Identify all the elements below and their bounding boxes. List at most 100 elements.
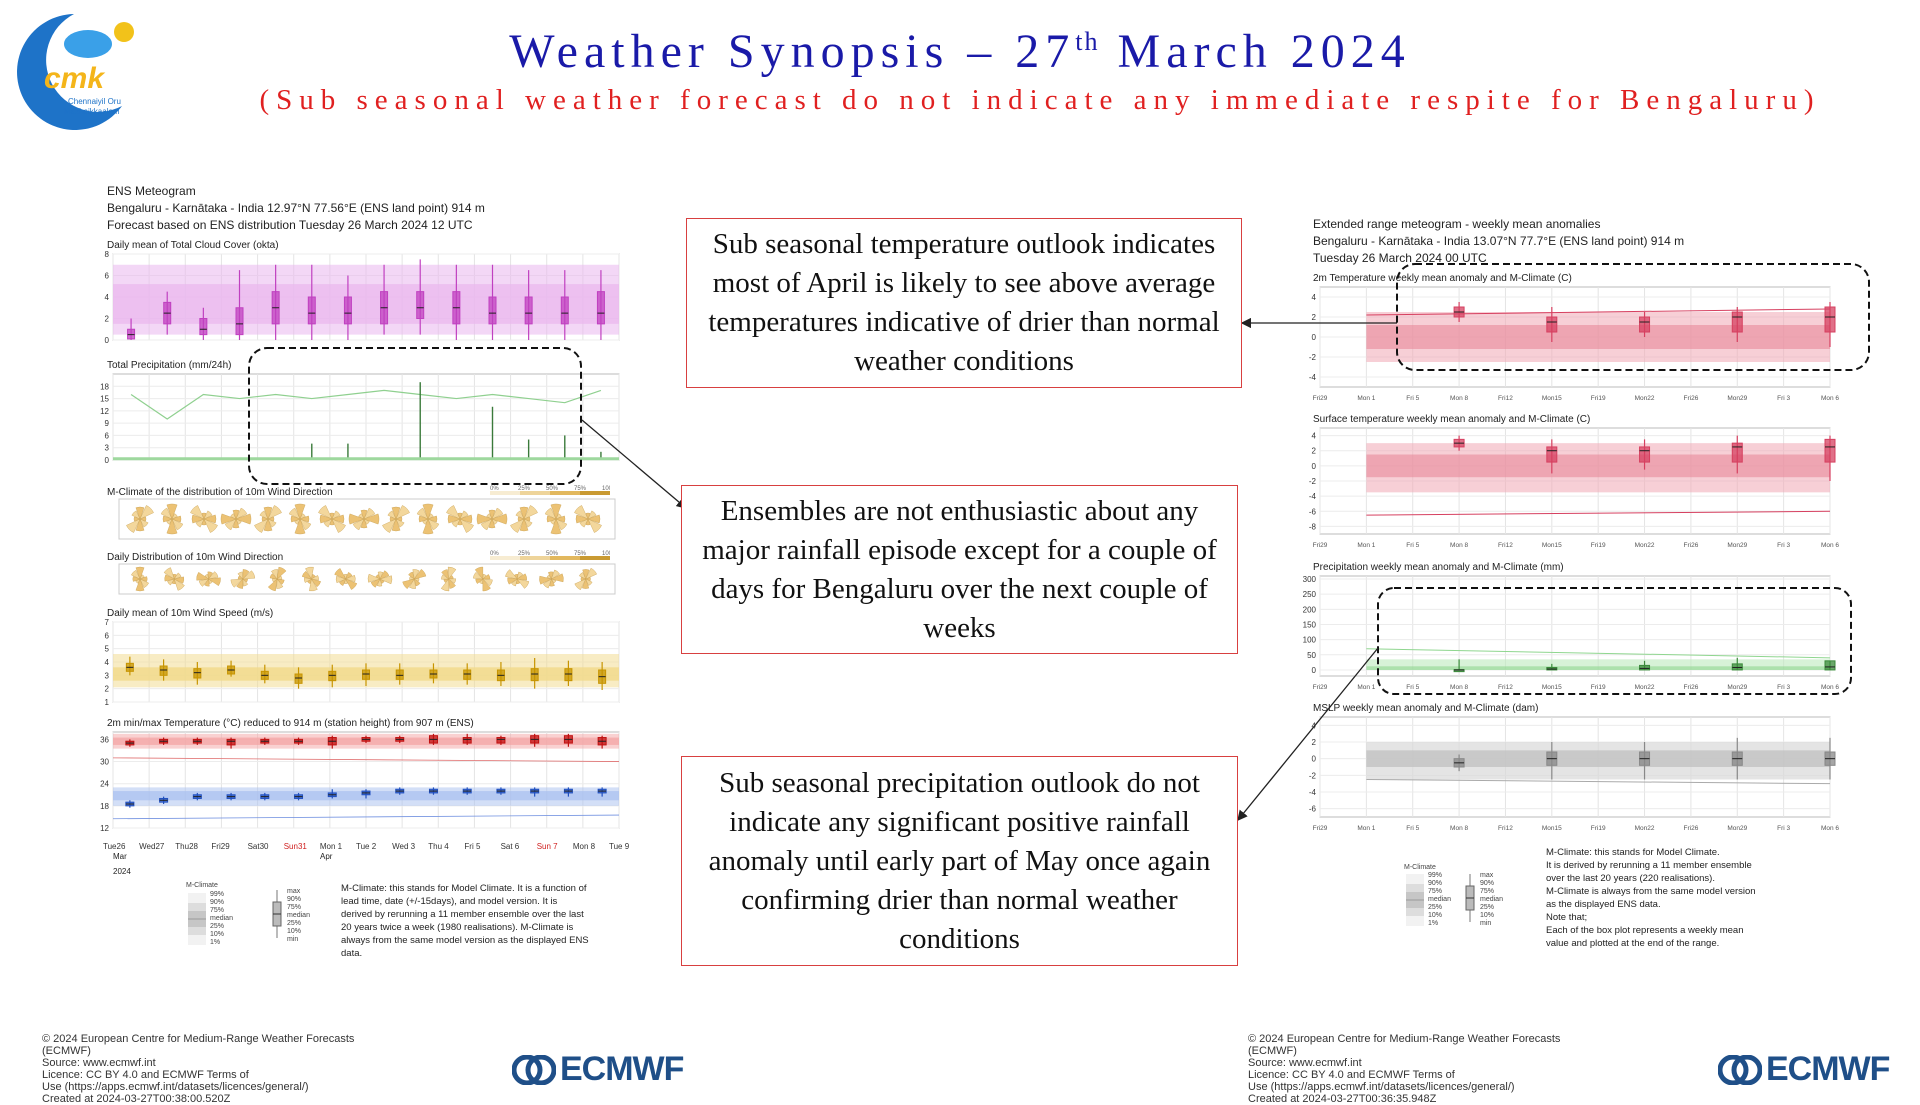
wind-rose-icon bbox=[163, 567, 185, 591]
svg-text:cmk: cmk bbox=[44, 62, 105, 95]
date-tick-label: Mon 8 bbox=[572, 842, 596, 851]
y-tick-label: 2 bbox=[105, 685, 110, 694]
footer-line: Licence: CC BY 4.0 and ECMWF Terms of bbox=[42, 1069, 249, 1081]
left-meta-line2: Bengaluru - Karnātaka - India 12.97°N 77… bbox=[107, 201, 485, 215]
box-mark bbox=[1639, 664, 1651, 671]
legend-swatch bbox=[490, 491, 520, 495]
date-tick-label: Fri19 bbox=[1591, 395, 1606, 402]
box-mark bbox=[343, 296, 352, 325]
y-tick-label: 100 bbox=[1303, 636, 1317, 645]
legend-level-label: median bbox=[287, 912, 310, 919]
mclimate-band bbox=[1366, 666, 1830, 670]
y-tick-label: 0 bbox=[1312, 755, 1317, 764]
wind-legend-label: 50% bbox=[546, 486, 559, 492]
box-mark bbox=[1824, 306, 1836, 333]
y-tick-label: 50 bbox=[1307, 651, 1316, 660]
right-mclim-legend: M-Climate 99% 90% 75% median 25% 10% 1% bbox=[1404, 864, 1474, 928]
y-tick-label: 3 bbox=[105, 444, 110, 453]
date-tick-label: Sat 6 bbox=[500, 842, 520, 851]
date-tick-label: Mon29 bbox=[1727, 542, 1747, 549]
legend-level-label: 75% bbox=[1480, 888, 1495, 895]
note-line: Note that; bbox=[1546, 912, 1588, 923]
legend-swatch bbox=[580, 556, 610, 560]
y-tick-label: 250 bbox=[1303, 590, 1317, 599]
footer-line: Source: www.ecmwf.int bbox=[42, 1057, 156, 1069]
y-tick-label: 30 bbox=[100, 758, 109, 767]
y-tick-label: -2 bbox=[1309, 771, 1317, 780]
date-tick-label: Mon29 bbox=[1727, 825, 1747, 832]
left-mclim-note: M-Climate: this stands for Model Climate… bbox=[341, 883, 589, 959]
date-tick-label: Fri29 bbox=[1313, 684, 1328, 691]
skt-anomaly-chart: -8 -6 -4 -2 0 2 4 Fri29 Mon 1 Fri 5 Mon 8 Fri12 Mon1… bbox=[1309, 427, 1839, 549]
callout-temperature: Sub seasonal temperature outlook indicat… bbox=[686, 218, 1242, 388]
date-tick-label: Fri19 bbox=[1591, 684, 1606, 691]
footer-line: Source: www.ecmwf.int bbox=[1248, 1057, 1362, 1069]
box-mark bbox=[1639, 316, 1651, 333]
y-tick-label: -2 bbox=[1309, 353, 1317, 362]
right-meta: Extended range meteogram - weekly mean a… bbox=[1313, 216, 1684, 267]
date-tick-label: Fri 3 bbox=[1777, 825, 1790, 832]
y-tick-label: 4 bbox=[1312, 432, 1317, 441]
footer-line: © 2024 European Centre for Medium-Range … bbox=[1248, 1033, 1561, 1045]
y-tick-label: 6 bbox=[105, 631, 110, 640]
windspeed-chart: 1 2 3 4 5 6 7 bbox=[105, 618, 620, 707]
legend-level-label: 1% bbox=[210, 939, 221, 946]
box-mark bbox=[199, 318, 208, 336]
wind-legend-label: 50% bbox=[546, 551, 559, 557]
y-tick-label: 0 bbox=[1312, 333, 1317, 342]
callout-precip-outlook: Sub seasonal precipitation outlook do no… bbox=[681, 756, 1238, 966]
y-tick-label: 0 bbox=[1312, 462, 1317, 471]
temperature-chart: 12 18 24 30 36 bbox=[100, 731, 620, 833]
date-tick-label: Mon 1 bbox=[1357, 825, 1375, 832]
y-tick-label: 9 bbox=[105, 419, 110, 428]
wind-legend-label: 75% bbox=[574, 551, 587, 557]
box-mark bbox=[1824, 660, 1836, 671]
y-tick-label: 300 bbox=[1303, 575, 1317, 584]
date-tick-label: Fri 5 bbox=[1406, 684, 1419, 691]
right-box-legend: max 90% 75% median 25% 10% min bbox=[1463, 872, 1523, 928]
box-mark bbox=[488, 296, 497, 325]
ecmwf-mark-icon bbox=[512, 1054, 556, 1085]
date-tick-label: Mon 1 bbox=[1357, 684, 1375, 691]
wind-legend-label: 75% bbox=[574, 486, 587, 492]
date-tick-label: Mon 8 bbox=[1450, 825, 1468, 832]
legend-level-label: 75% bbox=[1428, 888, 1443, 895]
date-tick-label: Fri26 bbox=[1684, 395, 1699, 402]
right-footer: © 2024 European Centre for Medium-Range … bbox=[1248, 1033, 1608, 1105]
date-tick-label: Tue26 bbox=[103, 842, 126, 851]
wind-rose-icon bbox=[476, 507, 508, 531]
date-tick-label: Fri29 bbox=[1313, 825, 1328, 832]
temp-panel-title: 2m min/max Temperature (°C) reduced to 9… bbox=[107, 718, 474, 729]
wind-legend-label: 25% bbox=[518, 551, 531, 557]
date-tick-label: Fri 5 bbox=[464, 842, 481, 851]
date-tick-label: Mon22 bbox=[1635, 684, 1655, 691]
rprecip-panel-title: Precipitation weekly mean anomaly and M-… bbox=[1313, 562, 1564, 573]
date-tick-label: Fri29 bbox=[1313, 395, 1328, 402]
note-line: value and plotted at the end of the rang… bbox=[1546, 938, 1720, 949]
y-tick-label: 18 bbox=[100, 382, 109, 391]
note-line: M-Climate: this stands for Model Climate… bbox=[1546, 847, 1720, 858]
legend-level-label: 90% bbox=[287, 896, 302, 903]
left-meta-line3: Forecast based on ENS distribution Tuesd… bbox=[107, 218, 473, 232]
skt-panel-title: Surface temperature weekly mean anomaly … bbox=[1313, 414, 1591, 425]
y-tick-label: -4 bbox=[1309, 492, 1317, 501]
legend-level-label: min bbox=[1480, 920, 1492, 927]
cloud-chart: 0 2 4 6 8 bbox=[105, 250, 620, 345]
date-tick-label: Mon 8 bbox=[1450, 542, 1468, 549]
wind-rose-icon bbox=[288, 503, 312, 535]
box-mark bbox=[1731, 311, 1743, 333]
y-tick-label: 18 bbox=[100, 802, 109, 811]
note-line: It is derived by rerunning a 11 member e… bbox=[1546, 860, 1752, 871]
wind-rose-icon bbox=[539, 569, 564, 589]
wind-rose-icon bbox=[267, 566, 287, 592]
y-tick-label: 150 bbox=[1303, 620, 1317, 629]
wind-rose-icon bbox=[126, 505, 154, 533]
y-tick-label: 4 bbox=[1312, 721, 1317, 730]
footer-line: Licence: CC BY 4.0 and ECMWF Terms of bbox=[1248, 1069, 1455, 1081]
mclimate-band bbox=[113, 284, 619, 324]
box-mark bbox=[1546, 446, 1558, 463]
legend-level-label: 99% bbox=[1428, 872, 1443, 879]
y-tick-label: 0 bbox=[105, 336, 110, 345]
box-mark bbox=[416, 291, 425, 319]
box-mark bbox=[596, 291, 605, 325]
